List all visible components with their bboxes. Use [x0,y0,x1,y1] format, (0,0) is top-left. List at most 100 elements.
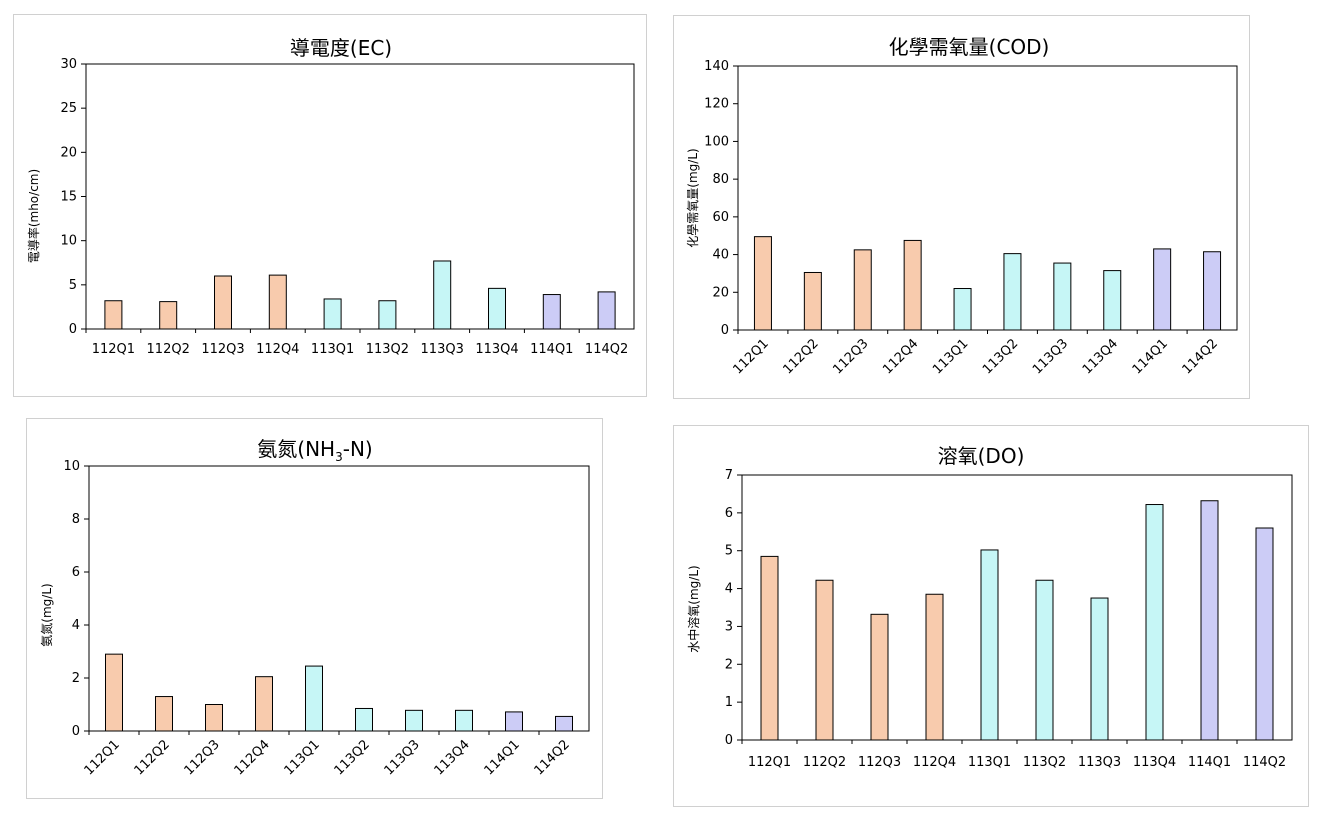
bar-113q2 [1003,253,1022,331]
y-tick-label: 15 [60,190,77,205]
bar-113q4 [455,709,473,732]
y-tick-label: 4 [725,582,733,597]
plot-area: 0 1 2 3 4 5 6 7 112Q1 112Q2 112Q3 112Q4 113Q1 113Q2 11… [725,468,1293,770]
x-tick-label: 114Q2 [585,342,628,357]
chart-title-main: 氨氮(NH [257,437,335,461]
y-tick-label: 25 [60,101,77,116]
x-tick-label: 112Q3 [858,755,901,770]
x-tick-label: 112Q4 [913,755,956,770]
cod-chart: 化學需氧量(COD) 化學需氧量(mg/L) 0 20 40 60 80 100 120 14… [686,35,1238,377]
bar-113q4 [488,287,506,330]
x-tick-label: 112Q2 [803,755,846,770]
bar-113q1 [323,298,342,330]
y-tick-label: 100 [704,134,729,149]
x-tick-label: 113Q4 [475,342,518,357]
bar-114q2 [1203,251,1222,331]
y-tick-label: 8 [72,512,80,527]
bar-113q2 [1035,579,1054,741]
bar-114q2 [1255,527,1274,741]
y-axis-label: 氨氮(mg/L) [39,583,54,646]
x-tick-label: 113Q4 [1133,755,1176,770]
bar-112q3 [870,613,889,741]
y-tick-label: 2 [72,671,80,686]
bar-113q3 [405,709,423,732]
bar-112q3 [214,275,232,330]
bar-113q3 [1090,597,1109,741]
y-axis-label: 水中溶氧(mg/L) [686,565,701,652]
plot-area: 0 5 10 15 20 25 30 112Q1 112Q2 112Q3 112Q4 113Q1 113… [60,57,635,357]
y-tick-label: 0 [69,322,77,337]
bar-112q4 [255,676,273,732]
plot-frame [85,63,635,330]
x-tick-label: 112Q1 [748,755,791,770]
bar-113q1 [305,665,323,732]
bar-113q2 [378,300,397,330]
x-tick-label: 114Q2 [1180,336,1221,377]
x-tick-label: 113Q4 [432,737,473,778]
chart-title: 氨氮(NH3-N) [257,437,372,464]
bar-112q1 [753,236,772,331]
x-tick-label: 113Q3 [382,737,423,778]
y-tick-label: 30 [60,57,77,72]
x-tick-label: 112Q4 [880,336,921,377]
do-chart: 溶氧(DO) 水中溶氧(mg/L) 0 1 2 3 4 5 6 7 112Q1 112Q2 112Q… [686,444,1293,770]
nh3-chart-panel: 氨氮(NH3-N) 氨氮(mg/L) 0 2 4 6 8 10 112Q1 112Q2 112Q… [26,418,603,799]
bar-112q4 [903,239,922,331]
do-chart-panel: 溶氧(DO) 水中溶氧(mg/L) 0 1 2 3 4 5 6 7 112Q1 112Q2 112Q… [673,425,1309,807]
bar-112q2 [155,696,173,732]
x-tick-label: 114Q2 [532,737,573,778]
y-axis-label: 電導率(mho/cm) [26,169,41,263]
y-tick-label: 7 [725,468,733,483]
x-tick-label: 113Q4 [1080,336,1121,377]
x-tick-label: 114Q1 [1130,336,1171,377]
bar-113q4 [1145,504,1164,741]
y-tick-label: 6 [725,506,733,521]
y-tick-label: 1 [725,695,733,710]
y-tick-label: 140 [704,59,729,74]
bar-113q4 [1103,270,1122,331]
y-tick-label: 0 [721,323,729,338]
bar-113q3 [1053,262,1072,331]
y-tick-label: 10 [63,459,80,474]
y-tick-label: 20 [60,145,77,160]
x-tick-label: 114Q1 [1188,755,1231,770]
x-tick-label: 114Q1 [482,737,523,778]
bar-114q1 [505,711,523,732]
bar-112q1 [104,300,123,330]
y-tick-label: 3 [725,619,733,634]
x-tick-label: 112Q1 [92,342,135,357]
bar-112q2 [815,579,834,741]
bar-113q2 [355,707,373,732]
chart-title-end: -N) [343,437,373,461]
bar-113q3 [433,260,452,330]
x-tick-label: 113Q3 [421,342,464,357]
y-tick-label: 6 [72,565,80,580]
bar-112q3 [205,704,223,732]
bar-113q1 [953,288,972,331]
x-tick-label: 113Q2 [332,737,373,778]
x-tick-label: 113Q2 [1023,755,1066,770]
y-axis-label: 化學需氧量(mg/L) [686,148,700,247]
y-tick-label: 60 [712,210,729,225]
y-tick-label: 80 [712,172,729,187]
y-tick-label: 0 [72,724,80,739]
bar-114q1 [542,294,561,330]
bar-112q1 [760,555,779,741]
x-tick-label: 112Q1 [731,336,772,377]
x-tick-label: 113Q1 [311,342,354,357]
bar-114q1 [1200,500,1219,741]
y-tick-label: 5 [69,278,77,293]
y-tick-label: 0 [725,733,733,748]
x-tick-label: 112Q3 [830,336,871,377]
bar-112q1 [105,653,123,732]
plot-frame [88,465,590,732]
chart-title: 化學需氧量(COD) [889,35,1050,59]
x-tick-label: 112Q3 [201,342,244,357]
x-tick-label: 113Q2 [980,336,1021,377]
chart-title: 導電度(EC) [290,36,392,60]
y-tick-label: 20 [712,285,729,300]
bar-112q4 [925,593,944,741]
x-tick-label: 113Q2 [366,342,409,357]
